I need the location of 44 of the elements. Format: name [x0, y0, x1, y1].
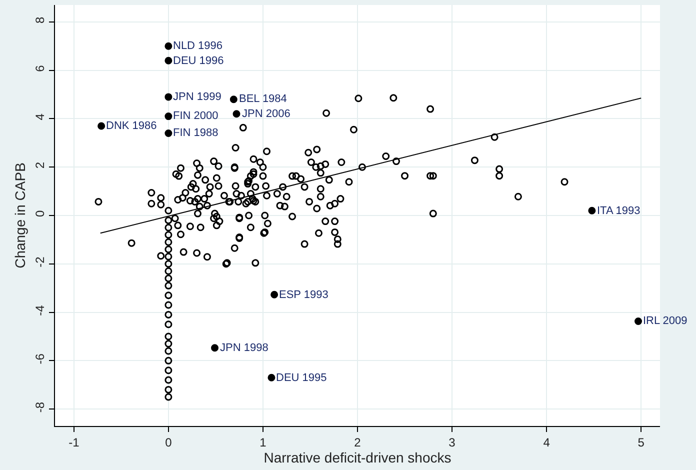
x-tick-label: 1 [260, 435, 267, 450]
annotation: ITA 1993 [597, 205, 640, 217]
point [164, 56, 172, 64]
y-tick-label: 8 [33, 16, 48, 24]
y-tick-label: -8 [33, 402, 48, 413]
annotation: JPN 1998 [220, 342, 268, 354]
point [232, 110, 240, 118]
point [164, 93, 172, 101]
x-axis-title: Narrative deficit-driven shocks [264, 450, 452, 466]
annotation: DNK 1986 [106, 120, 157, 132]
annotation: DEU 1995 [276, 372, 327, 384]
point [211, 344, 219, 352]
y-tick-label: 4 [33, 113, 48, 120]
annotation: DEU 1996 [173, 55, 224, 67]
point [230, 96, 238, 104]
x-tick-label: 0 [165, 435, 172, 450]
x-tick-label: 4 [543, 435, 550, 450]
annotation: JPN 1999 [173, 91, 222, 103]
point [268, 374, 276, 382]
x-tick-label: 5 [638, 435, 645, 450]
annotation: IRL 2009 [643, 315, 688, 327]
point [270, 290, 278, 298]
y-tick-label: -2 [33, 256, 48, 268]
annotation: BEL 1984 [239, 93, 287, 105]
x-tick-label: 2 [354, 435, 362, 450]
x-tick-label: -1 [68, 435, 80, 450]
annotation: ESP 1993 [279, 289, 328, 301]
point [588, 206, 596, 214]
y-axis-title: Change in CAPB [12, 162, 28, 268]
annotation: FIN 2000 [173, 110, 218, 122]
x-tick-label: 3 [448, 435, 456, 450]
y-tick-label: 0 [33, 210, 48, 218]
point [98, 122, 106, 130]
annotation: FIN 1988 [173, 127, 218, 139]
y-tick-label: 2 [33, 162, 48, 169]
point [164, 112, 172, 120]
y-tick-label: 6 [33, 64, 48, 72]
point [164, 42, 172, 50]
annotation: JPN 2006 [242, 108, 290, 120]
y-tick-label: -4 [33, 304, 48, 316]
y-tick-label: -6 [33, 353, 48, 364]
point [164, 129, 172, 137]
point [634, 317, 642, 325]
annotation: NLD 1996 [173, 40, 223, 52]
